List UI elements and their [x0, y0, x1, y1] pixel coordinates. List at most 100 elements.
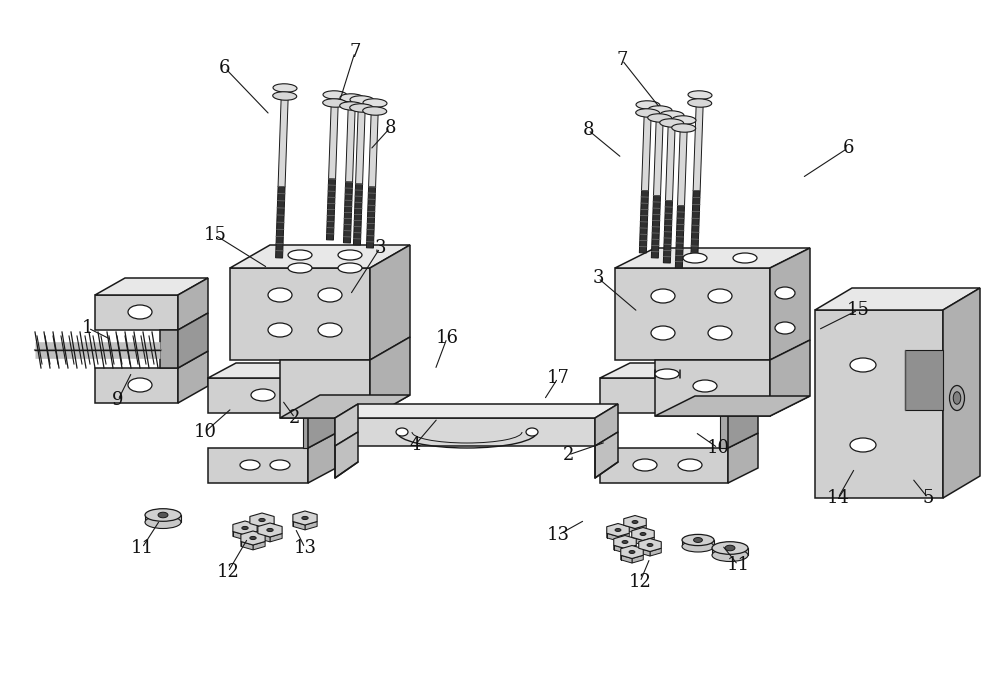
- Text: 3: 3: [374, 239, 386, 257]
- Ellipse shape: [636, 101, 660, 109]
- Polygon shape: [675, 206, 685, 268]
- Ellipse shape: [259, 519, 265, 521]
- Ellipse shape: [682, 534, 714, 545]
- Ellipse shape: [363, 107, 387, 115]
- Ellipse shape: [683, 253, 707, 263]
- Ellipse shape: [302, 516, 308, 520]
- Ellipse shape: [651, 326, 675, 340]
- Polygon shape: [643, 537, 654, 545]
- Ellipse shape: [693, 380, 717, 392]
- Text: 1: 1: [82, 319, 94, 337]
- Polygon shape: [160, 330, 178, 368]
- Ellipse shape: [273, 84, 297, 92]
- Polygon shape: [905, 350, 943, 410]
- Polygon shape: [308, 433, 336, 483]
- Polygon shape: [632, 527, 654, 540]
- Ellipse shape: [340, 94, 364, 102]
- Polygon shape: [370, 245, 410, 360]
- Polygon shape: [262, 523, 274, 532]
- Polygon shape: [615, 268, 770, 360]
- Polygon shape: [280, 395, 410, 418]
- Polygon shape: [335, 404, 618, 418]
- Polygon shape: [693, 95, 703, 190]
- Text: 7: 7: [349, 43, 361, 61]
- Ellipse shape: [267, 528, 273, 532]
- Polygon shape: [303, 413, 308, 448]
- Ellipse shape: [648, 114, 672, 122]
- Polygon shape: [335, 432, 358, 478]
- Polygon shape: [618, 533, 629, 541]
- Polygon shape: [691, 190, 700, 260]
- Text: 11: 11: [130, 539, 154, 557]
- Polygon shape: [656, 110, 663, 118]
- Polygon shape: [208, 448, 308, 483]
- Polygon shape: [230, 245, 410, 268]
- Ellipse shape: [708, 326, 732, 340]
- Polygon shape: [371, 103, 378, 111]
- Ellipse shape: [251, 389, 275, 401]
- Ellipse shape: [733, 253, 757, 263]
- Ellipse shape: [648, 105, 672, 114]
- Polygon shape: [305, 521, 317, 530]
- Text: 2: 2: [289, 409, 301, 427]
- Ellipse shape: [158, 512, 168, 518]
- Polygon shape: [329, 95, 338, 179]
- Ellipse shape: [647, 543, 653, 547]
- Polygon shape: [178, 278, 208, 330]
- Polygon shape: [208, 378, 308, 413]
- Polygon shape: [245, 532, 257, 540]
- Polygon shape: [270, 534, 282, 542]
- Polygon shape: [624, 525, 635, 533]
- Polygon shape: [621, 545, 643, 558]
- Polygon shape: [278, 88, 288, 186]
- Polygon shape: [655, 396, 810, 416]
- Ellipse shape: [288, 263, 312, 273]
- Text: 15: 15: [204, 226, 226, 244]
- Ellipse shape: [338, 250, 362, 260]
- Ellipse shape: [350, 96, 374, 104]
- Polygon shape: [95, 295, 178, 330]
- Ellipse shape: [694, 538, 702, 543]
- Ellipse shape: [660, 119, 684, 127]
- Polygon shape: [642, 105, 651, 191]
- Text: 12: 12: [217, 563, 239, 581]
- Ellipse shape: [672, 116, 696, 124]
- Polygon shape: [639, 548, 650, 556]
- Polygon shape: [280, 360, 370, 418]
- Ellipse shape: [526, 428, 538, 436]
- Ellipse shape: [288, 250, 312, 260]
- Text: 9: 9: [112, 391, 124, 409]
- Polygon shape: [250, 523, 262, 532]
- Polygon shape: [666, 115, 675, 201]
- Polygon shape: [668, 115, 675, 123]
- Polygon shape: [595, 432, 618, 478]
- Polygon shape: [370, 337, 410, 418]
- Ellipse shape: [363, 99, 387, 108]
- Polygon shape: [595, 404, 618, 446]
- Polygon shape: [632, 556, 643, 563]
- Ellipse shape: [950, 386, 964, 410]
- Polygon shape: [331, 95, 338, 103]
- Ellipse shape: [145, 516, 181, 529]
- Polygon shape: [276, 186, 285, 258]
- Text: 13: 13: [294, 539, 316, 557]
- Polygon shape: [353, 184, 363, 245]
- Ellipse shape: [338, 263, 362, 273]
- Ellipse shape: [273, 92, 297, 100]
- Ellipse shape: [655, 369, 679, 379]
- Text: 12: 12: [629, 573, 651, 591]
- Polygon shape: [308, 363, 336, 413]
- Ellipse shape: [708, 289, 732, 303]
- Text: 16: 16: [436, 329, 458, 347]
- Ellipse shape: [622, 540, 628, 543]
- Polygon shape: [335, 404, 358, 446]
- Text: 7: 7: [616, 51, 628, 69]
- Polygon shape: [253, 542, 265, 550]
- Ellipse shape: [688, 99, 712, 108]
- Ellipse shape: [672, 124, 696, 132]
- Polygon shape: [208, 363, 336, 378]
- Polygon shape: [655, 360, 770, 416]
- Polygon shape: [607, 523, 629, 536]
- Ellipse shape: [633, 459, 657, 471]
- Polygon shape: [614, 536, 636, 549]
